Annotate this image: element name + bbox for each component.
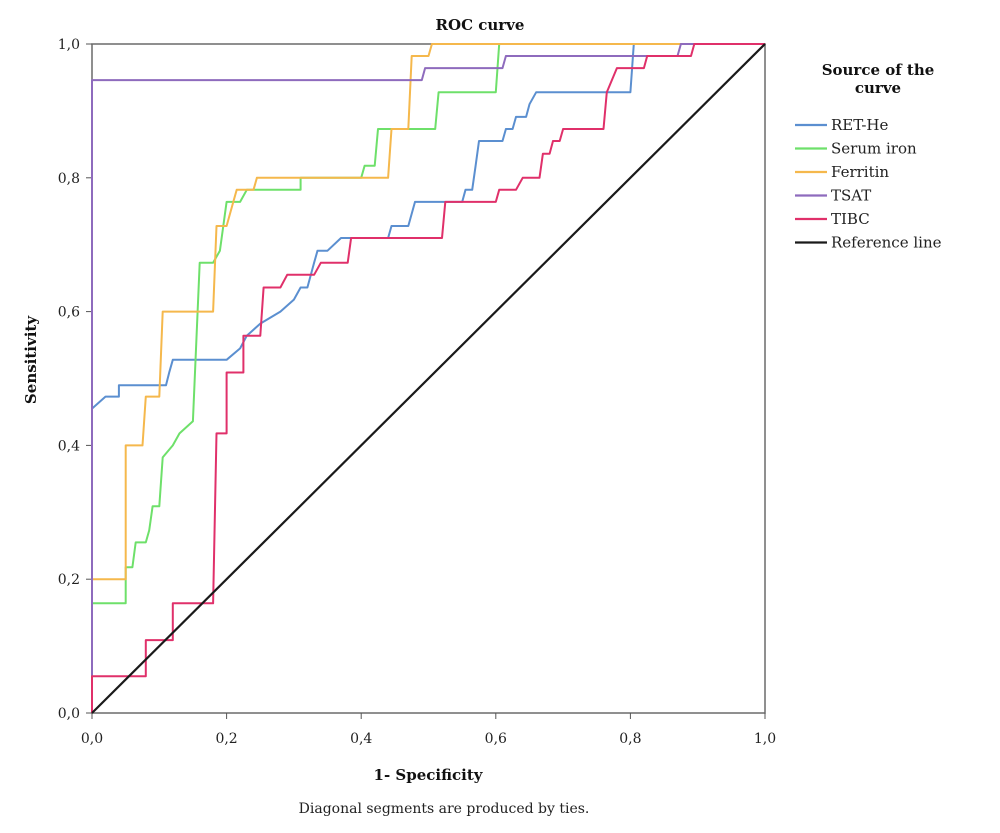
chart-title: ROC curve bbox=[436, 16, 525, 34]
legend-label-tibc: TIBC bbox=[831, 210, 870, 228]
y-tick-label: 0,4 bbox=[58, 438, 80, 454]
y-axis-ticks: 0,0 0,2 0,4 0,6 0,8 1,0 bbox=[58, 37, 92, 722]
legend-label-ferritin: Ferritin bbox=[831, 163, 889, 181]
y-tick-label: 0,8 bbox=[58, 171, 80, 187]
series-line-tsat bbox=[91, 43, 765, 713]
y-tick-label: 0,0 bbox=[58, 706, 80, 722]
series-line-tibc bbox=[91, 43, 765, 713]
x-tick-label: 0,4 bbox=[350, 731, 372, 747]
legend-items: RET-He Serum iron Ferritin TSAT TIBC Referenc… bbox=[795, 116, 942, 252]
x-axis-label: 1- Specificity bbox=[374, 766, 484, 784]
x-tick-label: 1,0 bbox=[754, 731, 776, 747]
series-line-serum-iron bbox=[91, 43, 765, 713]
y-tick-label: 0,6 bbox=[58, 305, 80, 321]
footnote: Diagonal segments are produced by ties. bbox=[299, 801, 590, 817]
legend-title: Source of the curve bbox=[822, 61, 935, 97]
x-axis-ticks: 0,0 0,2 0,4 0,6 0,8 1,0 bbox=[81, 713, 776, 747]
series-line-ret-he bbox=[91, 43, 765, 713]
y-tick-label: 0,2 bbox=[58, 572, 80, 588]
x-tick-label: 0,8 bbox=[619, 731, 641, 747]
y-tick-label: 1,0 bbox=[58, 37, 80, 53]
x-tick-label: 0,2 bbox=[215, 731, 237, 747]
legend-label-serum-iron: Serum iron bbox=[831, 140, 917, 158]
series-line-reference-line bbox=[91, 43, 766, 714]
y-axis-label: Sensitivity bbox=[22, 315, 40, 404]
legend-label-reference-line: Reference line bbox=[831, 234, 942, 252]
x-tick-label: 0,0 bbox=[81, 731, 103, 747]
series-line-ferritin bbox=[91, 43, 765, 713]
legend: Source of the curve RET-He Serum iron Ferri… bbox=[795, 61, 942, 252]
legend-label-ret-he: RET-He bbox=[831, 116, 888, 134]
legend-label-tsat: TSAT bbox=[831, 187, 871, 205]
series-layer bbox=[91, 43, 766, 714]
x-tick-label: 0,6 bbox=[485, 731, 507, 747]
